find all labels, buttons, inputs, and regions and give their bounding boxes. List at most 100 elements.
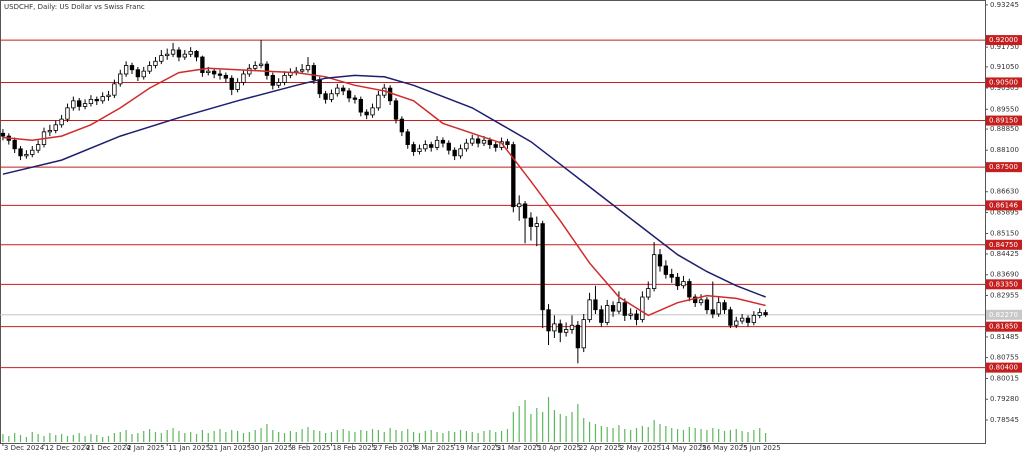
level-label: 0.89150 — [989, 117, 1018, 125]
candle-body — [458, 148, 463, 157]
moving-average-line — [2, 74, 766, 298]
candle-body — [53, 124, 58, 131]
candle-body — [387, 87, 393, 102]
x-tick-label: 14 May 2025 — [661, 444, 707, 452]
candle-body — [235, 82, 240, 90]
candle-body — [646, 288, 651, 298]
y-tick-label: 0.79280 — [990, 395, 1019, 403]
candle-body — [352, 97, 358, 100]
x-tick-label: 3 Dec 2024 — [4, 444, 45, 452]
candle-body — [751, 314, 757, 323]
candle-body — [194, 50, 199, 58]
candle-body — [141, 70, 146, 78]
y-tick-label: 0.80015 — [990, 374, 1019, 382]
candle-body — [651, 254, 657, 289]
candle-body — [452, 149, 457, 157]
y-tick-label: 0.88850 — [990, 125, 1019, 133]
y-tick-label: 0.90305 — [990, 84, 1019, 92]
candle-body — [563, 329, 569, 333]
candle-body — [100, 96, 105, 102]
x-tick-label: 8 Mar 2025 — [415, 444, 455, 452]
candle-body — [440, 139, 446, 144]
candle-body — [118, 73, 123, 85]
candle-body — [264, 63, 270, 76]
x-tick-label: 27 Feb 2025 — [374, 444, 418, 452]
y-tick-label: 0.85150 — [990, 229, 1019, 237]
candle-body — [546, 309, 551, 332]
candle-body — [622, 302, 627, 316]
x-tick-label: 18 Feb 2025 — [332, 444, 376, 452]
level-label: 0.84750 — [989, 241, 1018, 249]
candle-body — [376, 94, 381, 109]
candle-body — [640, 296, 645, 321]
candle-body — [153, 60, 158, 66]
candle-body — [282, 74, 287, 83]
candle-body — [270, 74, 275, 86]
candle-body — [94, 98, 99, 102]
candle-body — [211, 70, 217, 75]
candle-body — [341, 87, 346, 92]
candle-body — [493, 144, 498, 148]
candle-body — [323, 93, 328, 100]
candle-body — [405, 131, 410, 145]
y-tick-label: 0.91050 — [990, 63, 1019, 71]
candle-body — [734, 320, 739, 326]
candle-body — [605, 305, 610, 323]
level-label: 0.90500 — [989, 78, 1018, 86]
y-tick-label: 0.78545 — [990, 416, 1019, 424]
candle-body — [628, 313, 633, 316]
candle-body — [470, 138, 475, 144]
x-tick-label: 22 Apr 2025 — [579, 444, 622, 452]
candle-body — [18, 148, 23, 157]
level-label-box — [986, 200, 1022, 211]
y-tick-label: 0.88100 — [990, 146, 1019, 154]
y-tick-label: 0.91750 — [990, 43, 1019, 51]
candle-body — [223, 74, 229, 79]
y-tick-label: 0.83690 — [990, 271, 1019, 279]
candle-body — [763, 312, 768, 316]
x-tick-label: 26 May 2025 — [702, 444, 748, 452]
candle-body — [634, 313, 639, 321]
plot-frame — [0, 0, 986, 444]
candle-body — [745, 317, 751, 323]
candle-body — [728, 309, 733, 326]
level-label-box — [986, 35, 1022, 46]
candle-body — [0, 132, 6, 137]
candle-body — [710, 309, 715, 315]
level-label: 0.83350 — [989, 280, 1018, 288]
candle-body — [147, 65, 152, 72]
candle-body — [722, 302, 727, 311]
candle-body — [135, 69, 141, 78]
candle-body — [581, 319, 586, 349]
last-price-label: 0.82270 — [989, 311, 1018, 319]
candle-body — [200, 56, 205, 73]
candle-body — [681, 281, 686, 287]
candle-body — [739, 317, 745, 322]
candle-body — [176, 49, 182, 58]
candle-body — [30, 149, 35, 155]
candle-body — [669, 274, 674, 278]
level-label: 0.80400 — [989, 364, 1018, 372]
candle-body — [47, 130, 53, 133]
candle-body — [558, 323, 563, 333]
level-label: 0.86146 — [989, 201, 1018, 209]
candle-body — [511, 144, 516, 208]
level-label-box — [986, 321, 1022, 332]
last-price-box — [986, 309, 1022, 320]
candle-body — [329, 93, 334, 100]
level-label-box — [986, 362, 1022, 373]
x-tick-label: 12 Dec 2024 — [45, 444, 90, 452]
candle-body — [12, 139, 17, 150]
candle-body — [693, 296, 698, 304]
candle-body — [687, 281, 692, 298]
level-label: 0.87500 — [989, 163, 1018, 171]
candle-body — [716, 302, 721, 315]
candle-body — [188, 50, 193, 55]
candle-body — [429, 144, 434, 148]
candle-body — [165, 53, 170, 57]
y-tick-label: 0.93245 — [990, 1, 1019, 9]
candle-body — [311, 65, 317, 81]
x-tick-label: 2 May 2025 — [620, 444, 661, 452]
x-tick-label: 8 Feb 2025 — [291, 444, 330, 452]
